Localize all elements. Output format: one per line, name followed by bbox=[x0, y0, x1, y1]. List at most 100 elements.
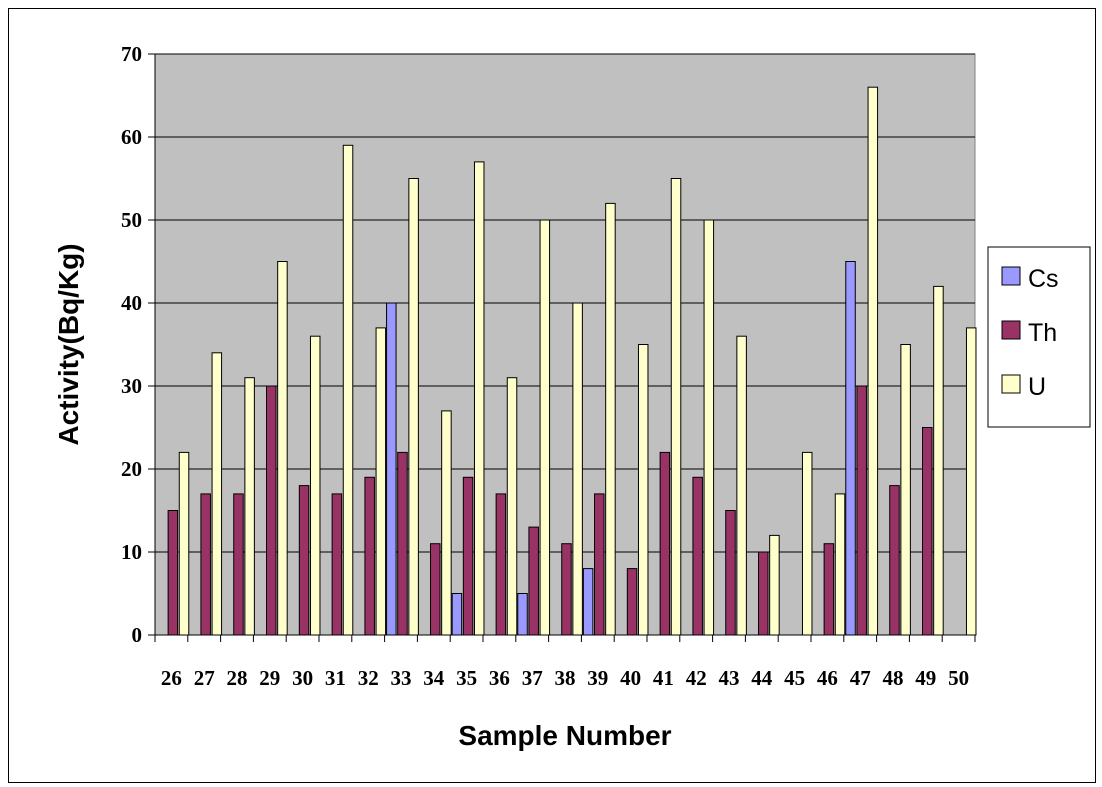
y-tick-labels: 0 10 20 30 40 50 60 70 bbox=[121, 42, 155, 647]
bar-th bbox=[266, 385, 277, 636]
bar-th bbox=[200, 493, 211, 636]
y-tick-label: 50 bbox=[121, 208, 142, 232]
bar-th bbox=[659, 451, 671, 636]
bar-u bbox=[900, 344, 911, 636]
bar-th bbox=[167, 510, 179, 636]
bar-u bbox=[211, 352, 223, 636]
bar-u bbox=[637, 344, 649, 636]
x-tick-label: 45 bbox=[784, 666, 805, 690]
y-tick-label: 30 bbox=[121, 374, 142, 398]
bar-u bbox=[834, 493, 846, 636]
bar-u bbox=[670, 178, 682, 636]
bar-u bbox=[703, 219, 715, 636]
bar-th bbox=[495, 493, 507, 636]
bar-u bbox=[441, 410, 452, 636]
x-tick-label: 49 bbox=[915, 666, 936, 690]
legend-swatch-th bbox=[1001, 320, 1021, 340]
legend-label-u: U bbox=[1028, 373, 1046, 401]
y-tick-label: 10 bbox=[121, 540, 142, 564]
bar-u bbox=[408, 178, 419, 636]
bar-u bbox=[309, 335, 321, 636]
x-tick-label: 31 bbox=[325, 666, 346, 690]
x-tick-label: 33 bbox=[391, 666, 412, 690]
bar-u bbox=[572, 302, 583, 636]
bar-u bbox=[933, 285, 944, 636]
bar-cs bbox=[845, 261, 856, 636]
legend-swatch-cs bbox=[1001, 266, 1021, 286]
bar-u bbox=[736, 335, 747, 636]
x-tick-label: 40 bbox=[620, 666, 641, 690]
x-tick-label: 43 bbox=[719, 666, 740, 690]
bar-th bbox=[626, 568, 638, 636]
bars-group bbox=[167, 86, 977, 636]
bar-th bbox=[364, 476, 375, 636]
gridlines bbox=[155, 53, 975, 553]
x-tick-label: 39 bbox=[587, 666, 608, 690]
bar-th bbox=[856, 385, 867, 636]
bar-u bbox=[473, 161, 485, 636]
bar-th bbox=[561, 543, 572, 636]
bar-th bbox=[233, 493, 244, 636]
bar-th bbox=[430, 543, 441, 636]
y-axis-title: Activity(Bq/Kg) bbox=[53, 243, 84, 445]
bar-th bbox=[397, 451, 408, 636]
bar-th bbox=[823, 543, 835, 636]
legend: Cs Th U bbox=[987, 246, 1091, 428]
bar-cs bbox=[517, 593, 528, 636]
bar-th bbox=[528, 526, 539, 636]
y-tick-label: 60 bbox=[121, 125, 142, 149]
legend-swatch-u bbox=[1001, 374, 1021, 394]
x-tick-label: 34 bbox=[423, 666, 445, 690]
bar-u bbox=[867, 86, 879, 636]
x-tick-label: 42 bbox=[686, 666, 707, 690]
bar-th bbox=[692, 476, 703, 636]
x-tick-label: 29 bbox=[259, 666, 280, 690]
x-tick-label: 27 bbox=[194, 666, 215, 690]
bar-th bbox=[331, 493, 343, 636]
x-tick-label: 38 bbox=[555, 666, 576, 690]
bar-u bbox=[244, 377, 255, 636]
x-tick-label: 28 bbox=[227, 666, 248, 690]
legend-label-cs: Cs bbox=[1028, 265, 1059, 293]
bar-th bbox=[298, 485, 310, 636]
bar-u bbox=[342, 144, 354, 636]
bar-cs bbox=[386, 302, 397, 636]
x-tick-labels: 26 27 28 29 30 31 32 33 34 35 36 37 38 39 40 41 42 43 44 45… bbox=[154, 635, 976, 690]
y-tick-label: 40 bbox=[121, 291, 142, 315]
axes bbox=[154, 54, 975, 636]
x-tick-label: 32 bbox=[358, 666, 379, 690]
bar-th bbox=[462, 476, 474, 636]
bar-u bbox=[539, 219, 551, 636]
x-tick-label: 50 bbox=[948, 666, 969, 690]
bar-th bbox=[594, 493, 605, 636]
x-tick-label: 44 bbox=[751, 666, 773, 690]
bar-u bbox=[277, 261, 288, 636]
bar-u bbox=[375, 327, 387, 636]
bar-u bbox=[965, 327, 977, 636]
bar-u bbox=[605, 202, 616, 636]
bar-cs bbox=[451, 593, 463, 636]
bar-u bbox=[506, 377, 518, 636]
x-tick-label: 48 bbox=[883, 666, 904, 690]
y-tick-label: 0 bbox=[132, 623, 143, 647]
x-tick-label: 47 bbox=[850, 666, 871, 690]
bar-th bbox=[889, 485, 900, 636]
bar-u bbox=[801, 451, 813, 636]
bar-cs bbox=[582, 568, 594, 636]
bar-u bbox=[178, 451, 190, 636]
bar-th bbox=[725, 510, 736, 636]
bar-th bbox=[758, 551, 769, 636]
x-tick-label: 46 bbox=[817, 666, 838, 690]
y-tick-label: 20 bbox=[121, 457, 142, 481]
legend-label-th: Th bbox=[1028, 319, 1057, 347]
x-tick-label: 30 bbox=[292, 666, 313, 690]
x-tick-label: 41 bbox=[653, 666, 674, 690]
bar-u bbox=[769, 534, 780, 636]
x-tick-label: 36 bbox=[489, 666, 510, 690]
x-tick-label: 26 bbox=[161, 666, 182, 690]
y-tick-label: 70 bbox=[121, 42, 142, 66]
x-tick-label: 37 bbox=[522, 666, 543, 690]
x-axis-title: Sample Number bbox=[458, 720, 671, 751]
x-tick-label: 35 bbox=[456, 666, 477, 690]
